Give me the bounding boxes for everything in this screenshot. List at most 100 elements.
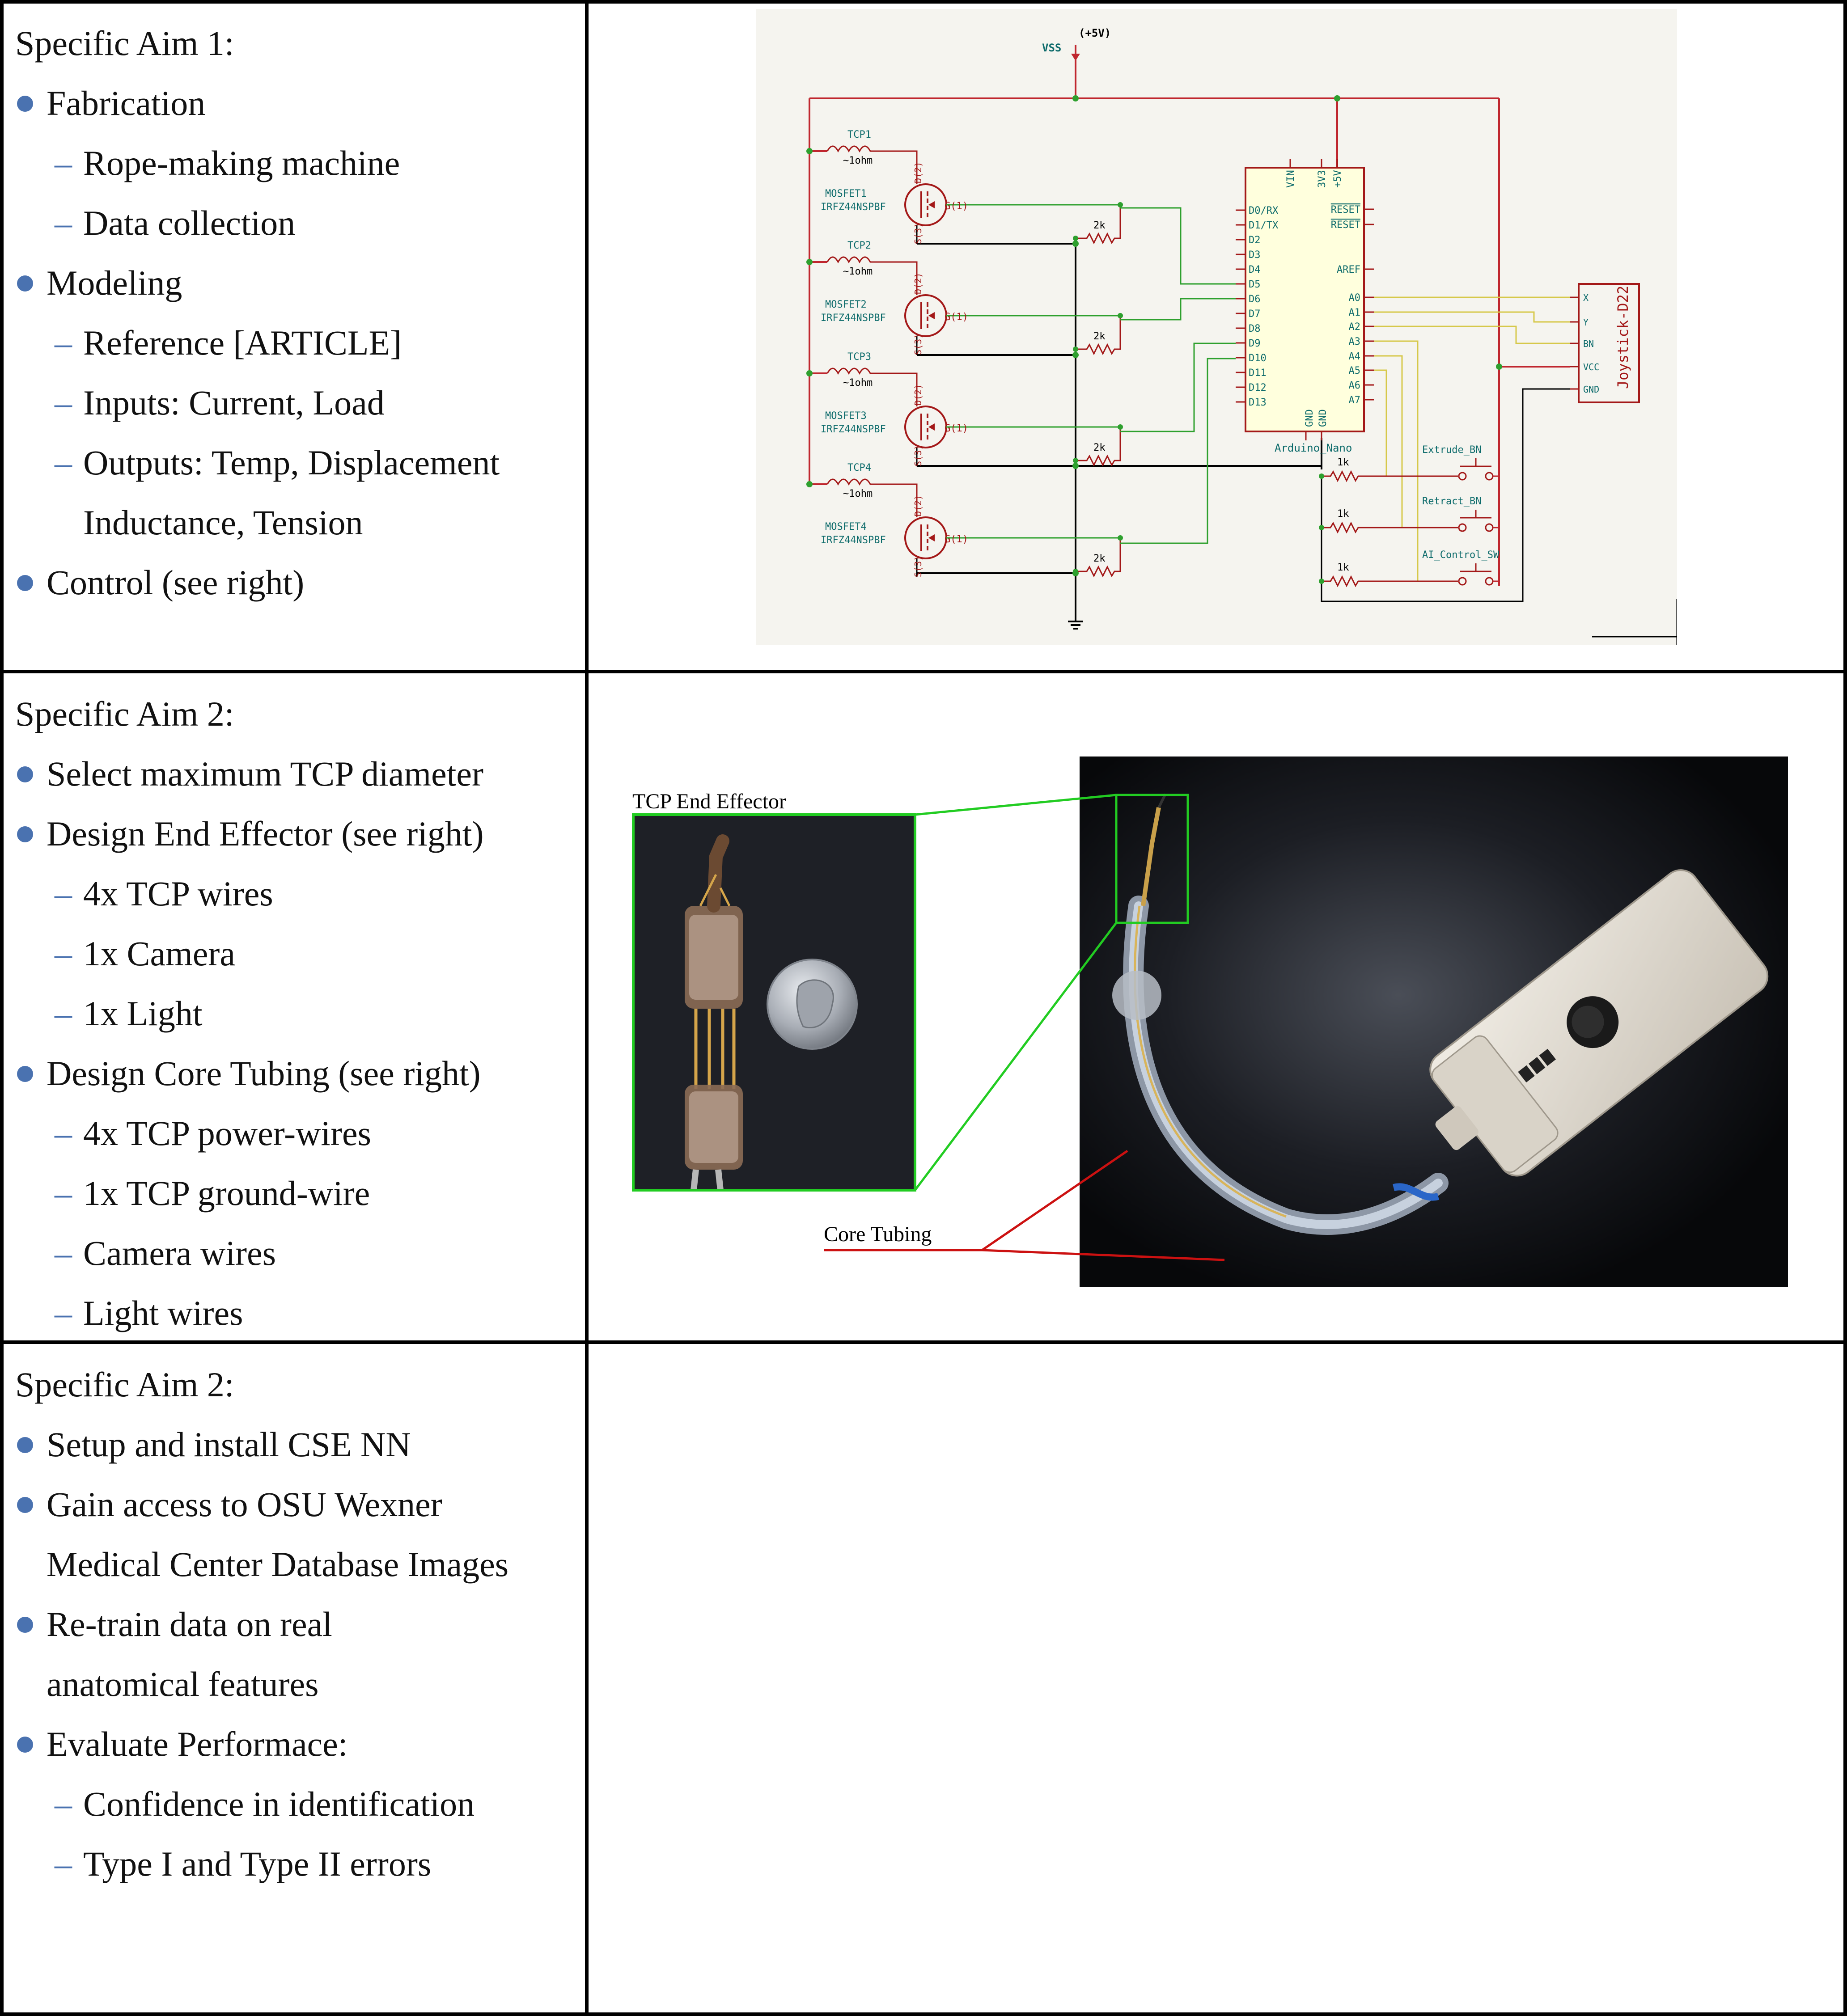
arduino-left-pins: D0/RX D1/TX D2 D3 D4 D5 D6 D7 D8 D9 D10 D11 D12 D13 [1236,205,1279,408]
gate-resistor-value: 2k [1093,442,1106,453]
junction-dot [1072,463,1079,469]
list-item: Gain access to OSU Wexner [15,1475,570,1534]
list-item: Control (see right) [15,553,570,613]
tcp-stage: TCP3 ~1ohm MOSFET3 IRFZ44NSPBF G(1) D(2) S(3) 2… [806,351,1123,467]
arduino-pin-label: A5 [1349,365,1361,376]
joystick-pin-label: BN [1583,338,1594,349]
junction-dot [806,148,813,154]
tcp-name: TCP1 [847,129,871,140]
gate-resistor-value: 2k [1093,553,1106,564]
arduino-pin-label: A6 [1349,380,1361,391]
mosfet-name: MOSFET3 [825,410,867,422]
arduino-pin-label: D9 [1249,338,1261,349]
mosfet-name: MOSFET2 [825,299,867,310]
core-tubing-pointer [981,1150,1128,1251]
arduino-gnd-label: GND [1304,409,1315,427]
core-tubing-pointer [982,1249,1225,1261]
arduino-pin-label: A0 [1349,292,1361,304]
drain-pin-label: D(2) [913,162,924,183]
list-item-continuation: anatomical features [47,1665,319,1703]
tcp-value: ~1ohm [843,377,873,389]
resistor-icon [1076,427,1121,467]
arduino-pin-label: A4 [1349,351,1361,362]
dash-icon: – [55,994,72,1033]
gate-pin-label: G(1) [945,534,968,545]
list-item: –1x Light [15,984,570,1044]
dash-icon: – [55,203,72,242]
list-item: –1x Camera [15,924,570,984]
tcp-stage: TCP1 ~1ohm MOSFET1 IRFZ44NSPBF G(1) D(2) S(3) 2… [806,129,1123,245]
list-item: – Rope-making machine [15,133,570,193]
inductor-icon [826,478,918,502]
drain-pin-label: D(2) [913,273,924,294]
arduino-right-pins: RESET RESET AREF A0 A1 A2 A3 A4 A5 A6 A7 [1331,204,1374,406]
core-tubing-label: Core Tubing [824,1222,932,1246]
tcp-stage: TCP2 ~1ohm MOSFET2 IRFZ44NSPBF G(1) D(2) S(3) 2… [806,240,1123,355]
arduino-pin-label: 3V3 [1317,170,1328,188]
arduino-pin-label: D12 [1249,382,1267,393]
list-item: –4x TCP power-wires [15,1103,570,1163]
dash-icon: – [55,934,72,973]
arduino-gnd-label: GND [1317,409,1329,427]
list-item: –1x TCP ground-wire [15,1163,570,1223]
arduino-top-pins: VIN 3V3 +5V [1285,159,1343,188]
pull-resistor-value: 1k [1337,562,1349,573]
list-item: – Inputs: Current, Load [15,373,570,433]
device-photo [1080,757,1788,1287]
dash-icon: – [55,1293,72,1332]
resistor-icon [1076,205,1121,245]
dash-icon: – [55,443,72,482]
bullet-icon [17,1066,33,1082]
tcp-name: TCP2 [847,240,871,251]
table-border-left [0,0,4,2016]
mosfet-part: IRFZ44NSPBF [821,535,886,546]
arduino-pin-label: D3 [1249,249,1261,261]
button-circuits: 1k Extrude_BN 1k Retract_BN 1k AI_Control_SW [1319,444,1500,587]
row3-text: Specific Aim 2: Setup and install CSE NN… [15,1355,570,1894]
tcp-stage: TCP4 ~1ohm MOSFET4 IRFZ44NSPBF G(1) D(2) S(3) 2… [806,462,1123,578]
mosfet-name: MOSFET1 [825,188,867,199]
tcp-value: ~1ohm [843,266,873,277]
list-item: – Camera wires [15,1223,570,1283]
ground-bus [917,243,1322,621]
joystick-pin-label: X [1583,292,1589,303]
zoom-line [915,794,1117,816]
dash-icon: – [55,874,72,913]
arduino-pin-label: RESET [1331,204,1360,216]
arduino-pin-label: A1 [1349,307,1361,318]
list-item: – Confidence in identification [15,1774,570,1834]
pull-resistor-value: 1k [1337,508,1349,520]
source-pin-label: S(3) [913,445,924,466]
dash-icon: – [55,1114,72,1153]
mosfet-name: MOSFET4 [825,521,867,533]
dash-icon: – [55,1784,72,1823]
list-item-continuation: Medical Center Database Images [47,1545,509,1584]
table-border-row2 [0,1340,1847,1344]
arduino-pin-label: D7 [1249,309,1261,320]
table-border-bottom [0,2012,1847,2016]
bullet-icon [17,1437,33,1453]
inductor-icon [826,368,918,391]
source-pin-label: S(3) [913,556,924,577]
list-item: Setup and install CSE NN [15,1415,570,1475]
list-item: Select maximum TCP diameter [15,744,570,804]
arduino-pin-label: RESET [1331,220,1360,231]
table-border-top [0,0,1847,4]
power-label: VSS [1042,42,1061,54]
dash-icon: – [55,1234,72,1272]
junction-dot [1496,363,1502,370]
table-border-right [1843,0,1847,2016]
bullet-icon [17,766,33,782]
junction-dot [1072,352,1079,358]
source-pin-label: S(3) [913,334,924,355]
button-circuit: 1k Retract_BN [1319,496,1499,534]
gate-pin-label: G(1) [945,201,968,212]
dash-icon: – [55,1174,72,1213]
list-item: Design End Effector (see right) [15,804,570,864]
tcp-name: TCP4 [847,462,871,473]
arduino-gnd-pins: GND GND [1304,409,1329,440]
inductor-icon [826,256,918,280]
list-item: Re-train data on real [15,1594,570,1654]
bullet-icon [17,1737,33,1753]
resistor-icon [1076,538,1121,578]
